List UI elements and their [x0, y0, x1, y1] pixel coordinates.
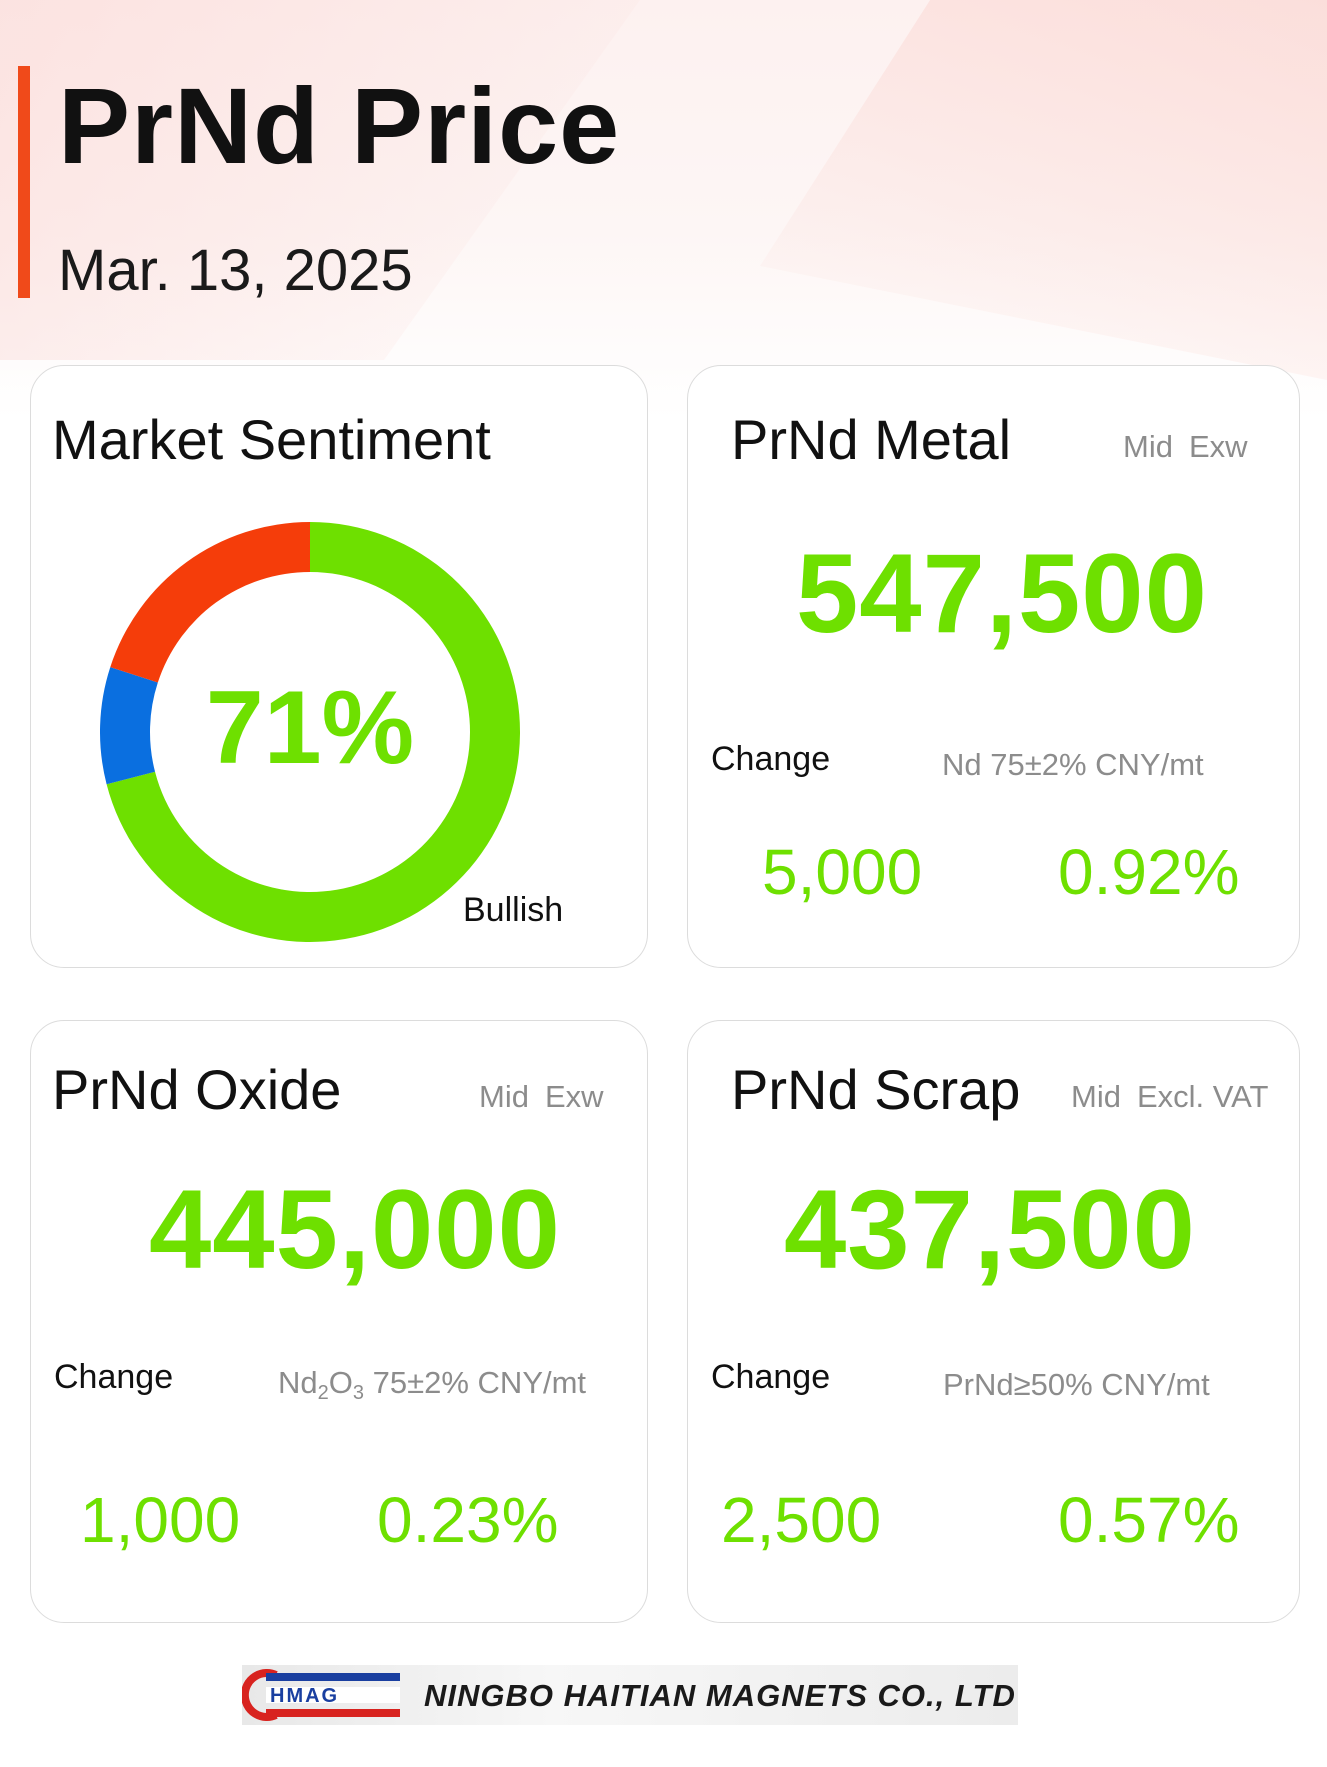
- metal-tags: Mid Exw: [1123, 431, 1248, 462]
- footer-banner: HMAG NINGBO HAITIAN MAGNETS CO., LTD: [242, 1665, 1018, 1725]
- sentiment-title: Market Sentiment: [52, 408, 491, 471]
- metal-change-abs: 5,000: [762, 836, 923, 908]
- oxide-tag-mid: Mid: [479, 1079, 529, 1114]
- scrap-change-pct: 0.57%: [1058, 1484, 1240, 1556]
- donut-slice-1: [100, 667, 158, 785]
- page-title: PrNd Price: [58, 65, 621, 186]
- scrap-card: [687, 1020, 1300, 1623]
- oxide-price: 445,000: [149, 1167, 561, 1292]
- metal-spec: Nd 75±2% CNY/mt: [942, 747, 1204, 782]
- metal-title: PrNd Metal: [731, 408, 1012, 471]
- scrap-change-abs: 2,500: [721, 1484, 882, 1556]
- sentiment-label: Bullish: [463, 891, 564, 929]
- oxide-spec: Nd2O3 75±2% CNY/mt: [278, 1365, 587, 1404]
- oxide-title: PrNd Oxide: [52, 1058, 342, 1121]
- scrap-price: 437,500: [784, 1167, 1196, 1292]
- page-date: Mar. 13, 2025: [58, 238, 413, 303]
- donut-slice-2: [110, 522, 310, 683]
- oxide-tags: Mid Exw: [479, 1081, 604, 1112]
- scrap-title: PrNd Scrap: [731, 1058, 1021, 1121]
- logo-letters: HMAG: [270, 1685, 339, 1707]
- scrap-tag-vat: Excl. VAT: [1136, 1079, 1269, 1114]
- sentiment-percent: 71%: [205, 670, 415, 786]
- company-logo: HMAG: [242, 1669, 400, 1721]
- scrap-change-label: Change: [711, 1358, 831, 1396]
- metal-price: 547,500: [796, 531, 1208, 656]
- scrap-tags: Mid Excl. VAT: [1071, 1081, 1268, 1112]
- sentiment-donut-chart: [100, 522, 520, 942]
- oxide-card: [30, 1020, 648, 1623]
- oxide-tag-exw: Exw: [544, 1079, 604, 1114]
- company-name: NINGBO HAITIAN MAGNETS CO., LTD: [424, 1678, 1016, 1713]
- metal-card: [687, 365, 1300, 968]
- oxide-change-label: Change: [54, 1358, 174, 1396]
- title-accent-bar: [18, 66, 30, 298]
- scrap-tag-mid: Mid: [1071, 1079, 1121, 1114]
- metal-tag-mid: Mid: [1123, 429, 1173, 464]
- metal-change-label: Change: [711, 740, 831, 778]
- metal-tag-exw: Exw: [1188, 429, 1248, 464]
- oxide-change-pct: 0.23%: [377, 1484, 559, 1556]
- metal-change-pct: 0.92%: [1058, 836, 1240, 908]
- oxide-change-abs: 1,000: [80, 1484, 241, 1556]
- scrap-spec: PrNd≥50% CNY/mt: [943, 1367, 1210, 1402]
